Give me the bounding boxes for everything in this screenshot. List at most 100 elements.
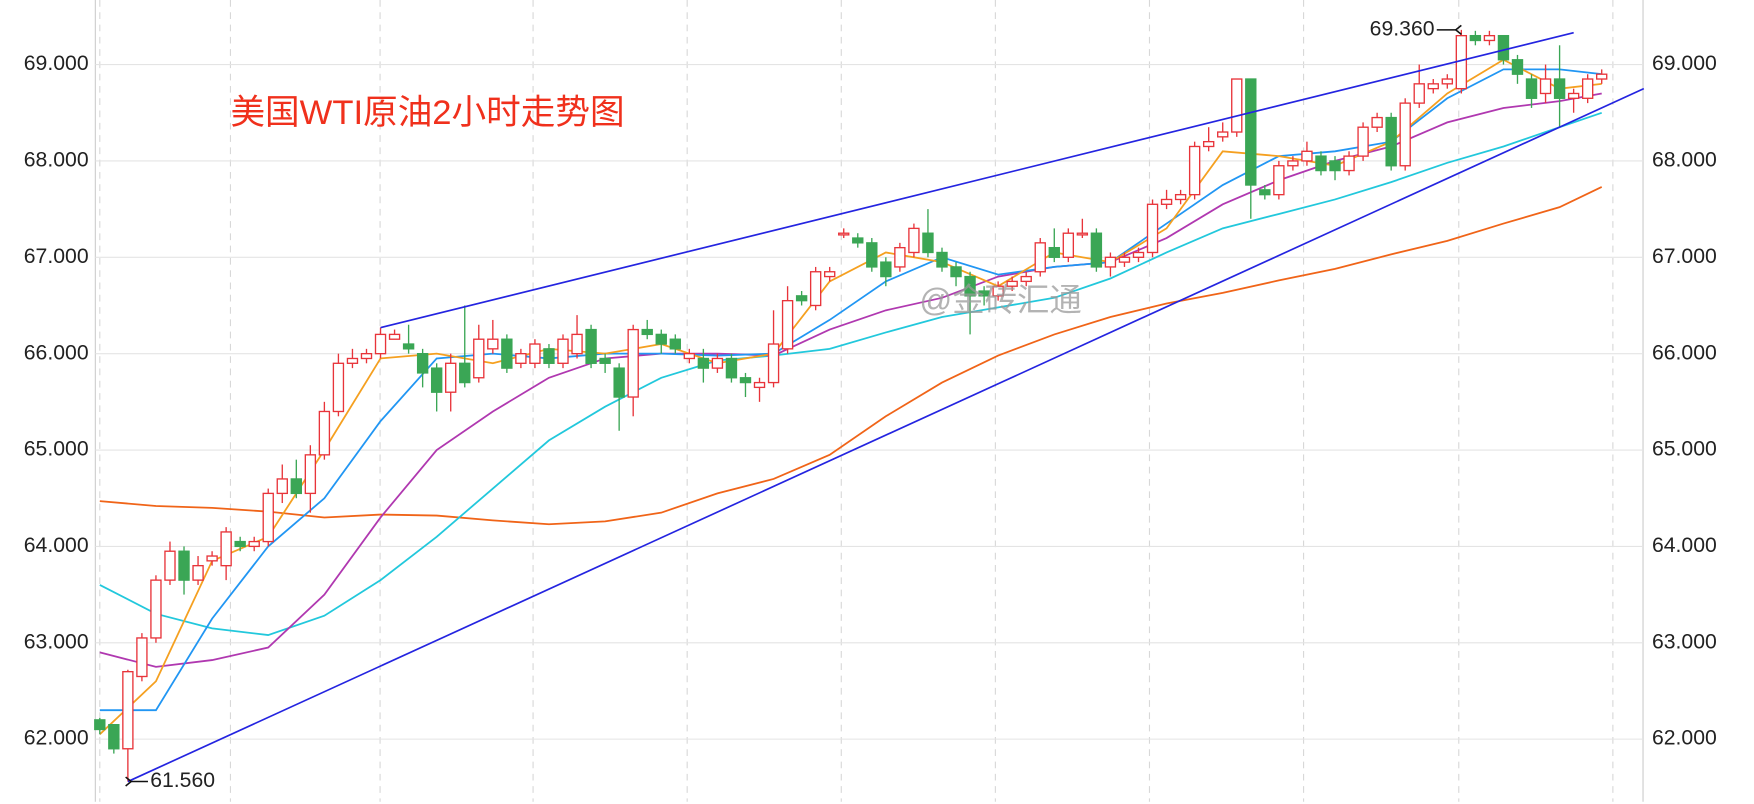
candle-body — [150, 579, 162, 639]
annotation-label: 61.560 — [150, 769, 215, 792]
annotation-arrowhead — [125, 776, 133, 787]
candle-body — [824, 271, 836, 278]
candle-body — [304, 454, 317, 495]
candle-body — [220, 531, 232, 567]
candle-body — [192, 564, 204, 581]
candle-body — [178, 550, 190, 581]
y-tick-label: 64.000 — [24, 534, 89, 557]
y-tick-label: 63.000 — [24, 630, 89, 653]
y-tick-label-right: 64.000 — [1652, 534, 1717, 557]
candle-body — [416, 352, 429, 374]
candle-body — [1553, 78, 1566, 99]
candle-body — [992, 285, 1004, 297]
candle-body — [1357, 126, 1369, 157]
y-tick-label: 69.000 — [24, 52, 89, 75]
candle-body — [1413, 83, 1425, 104]
candle-body — [683, 352, 696, 360]
moving-average-line — [99, 186, 1603, 526]
candle-body — [627, 328, 639, 398]
candle-body — [1202, 140, 1215, 148]
trend-line — [380, 31, 1574, 329]
candle-body — [459, 362, 471, 384]
candle-body — [1034, 242, 1046, 273]
candle-body — [1567, 92, 1580, 99]
candle-body — [1539, 78, 1552, 95]
candle-body — [613, 367, 625, 398]
candle-body — [1006, 280, 1018, 287]
candle-body — [852, 237, 864, 244]
candle-body — [1581, 78, 1594, 99]
candle-body — [388, 333, 401, 340]
candle-body — [234, 540, 246, 548]
candle-body — [445, 362, 457, 393]
candle-body — [571, 333, 583, 355]
candle-body — [1146, 203, 1159, 254]
candle-body — [1104, 256, 1117, 268]
candle-body — [767, 343, 780, 384]
candle-body — [1118, 256, 1131, 263]
candle-body — [1301, 150, 1313, 162]
y-tick-label-right: 62.000 — [1652, 727, 1717, 750]
candle-body — [809, 271, 822, 307]
candle-body — [1231, 78, 1243, 133]
candle-body — [402, 343, 415, 350]
candle-body — [290, 478, 303, 495]
candle-body — [711, 357, 724, 369]
candle-body — [276, 478, 288, 495]
candle-body — [473, 338, 485, 379]
candle-body — [1090, 232, 1103, 268]
candle-body — [880, 261, 892, 278]
candle-body — [1132, 251, 1145, 258]
candle-body — [964, 275, 976, 297]
candle-body — [1343, 155, 1355, 172]
candle-body — [487, 338, 499, 350]
y-tick-label: 67.000 — [24, 245, 89, 268]
candle-body — [360, 352, 373, 360]
candle-body — [1245, 78, 1257, 186]
y-tick-label: 62.000 — [24, 727, 89, 750]
y-tick-label: 68.000 — [24, 149, 89, 172]
candle-body — [1427, 83, 1439, 90]
moving-average-line — [99, 92, 1602, 668]
candle-body — [1048, 246, 1060, 258]
candle-body — [1469, 34, 1482, 42]
candle-body — [318, 410, 331, 456]
y-tick-label: 65.000 — [24, 438, 89, 461]
y-tick-label-right: 63.000 — [1652, 630, 1717, 653]
candle-body — [781, 299, 794, 350]
candle-body — [1371, 116, 1383, 128]
annotation-arrowhead — [1454, 24, 1462, 35]
candle-body — [936, 251, 948, 268]
candle-body — [950, 266, 962, 278]
candle-body — [1259, 189, 1271, 196]
candle-body — [669, 338, 681, 350]
candle-body — [1020, 275, 1032, 283]
candle-body — [1287, 160, 1299, 167]
candle-body — [1076, 232, 1089, 236]
candle-body — [1385, 116, 1397, 167]
candle-body — [1329, 160, 1341, 172]
candle-body — [374, 333, 387, 355]
candle-body — [1511, 59, 1524, 75]
candle-body — [585, 328, 597, 364]
watermark: @金砖汇通 — [919, 282, 1081, 318]
trend-line — [127, 87, 1645, 783]
candle-body — [1188, 145, 1201, 196]
candle-body — [94, 719, 106, 731]
chart-title: 美国WTI原油2小时走势图 — [230, 94, 624, 132]
candle-body — [1525, 78, 1538, 99]
candle-body — [557, 338, 569, 364]
candle-body — [332, 362, 345, 413]
candle-body — [122, 671, 134, 750]
candle-body — [739, 377, 752, 384]
candle-body — [795, 295, 808, 302]
candle-body — [725, 357, 738, 379]
candle-body — [1497, 34, 1510, 61]
candle-body — [108, 724, 120, 750]
candle-body — [262, 492, 274, 543]
candle-body — [164, 550, 176, 581]
y-tick-label-right: 69.000 — [1652, 52, 1717, 75]
candle-body — [1160, 198, 1173, 205]
